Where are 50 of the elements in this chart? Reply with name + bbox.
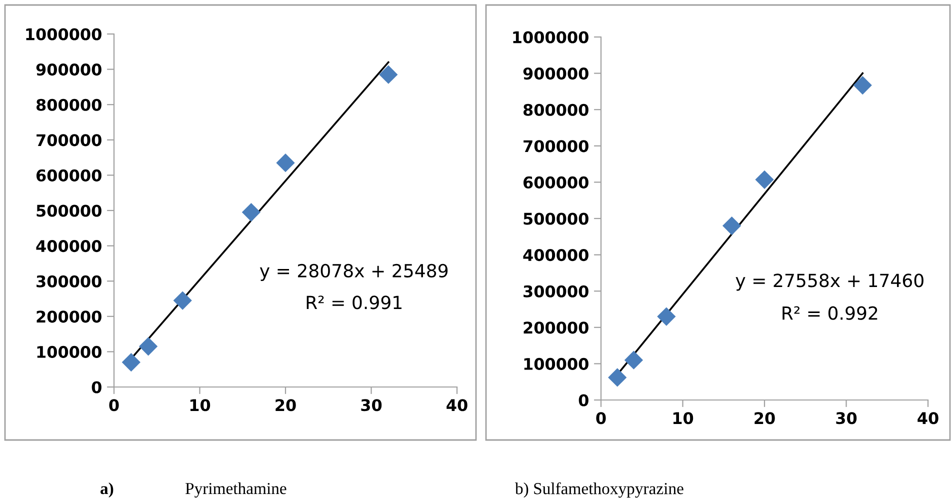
y-tick-label: 900000 — [36, 64, 102, 76]
x-tick-label: 10 — [190, 399, 210, 412]
point — [624, 350, 644, 370]
x-tick-label: 10 — [673, 412, 694, 424]
x-tick-label: 40 — [446, 399, 468, 412]
y-tick-label: 600000 — [36, 169, 102, 182]
y-tick-label: 800000 — [36, 98, 102, 111]
text: a) — [100, 482, 114, 498]
x-tick-label: 40 — [918, 412, 938, 424]
y-tick-label: 100000 — [524, 358, 588, 370]
y-tick-label: 500000 — [524, 212, 588, 225]
point — [722, 216, 742, 236]
point — [853, 76, 872, 95]
y-tick-label: 0 — [92, 381, 102, 394]
x-tick-label: 20 — [754, 412, 775, 424]
y-tick-label: 700000 — [36, 134, 102, 146]
y-tick-label: 500000 — [36, 204, 102, 217]
point — [173, 291, 192, 310]
annotation: R² = 0.991 — [306, 296, 402, 310]
annotation: R² = 0.992 — [782, 306, 878, 320]
y-tick-label: 400000 — [523, 249, 588, 262]
point — [122, 352, 140, 372]
point — [242, 202, 261, 222]
point — [379, 65, 398, 84]
point — [657, 307, 676, 326]
y-tick-label: 100000 — [37, 346, 102, 358]
point — [755, 170, 774, 189]
text: b) Sulfamethoxypyrazine — [515, 482, 684, 498]
point — [608, 368, 627, 387]
y-tick-label: 300000 — [524, 285, 588, 298]
point — [276, 154, 295, 172]
y-tick-label: 700000 — [524, 140, 588, 152]
y-tick-label: 1000000 — [26, 28, 102, 40]
x-tick-label: 0 — [109, 399, 119, 412]
x-tick-label: 0 — [596, 412, 606, 424]
point — [138, 337, 158, 356]
y-tick-label: 200000 — [524, 322, 588, 334]
x-tick-label: 30 — [836, 412, 857, 424]
x-tick-label: 30 — [361, 399, 382, 412]
y-tick-label: 600000 — [524, 176, 588, 188]
y-tick-label: 200000 — [36, 310, 102, 323]
y-tick-label: 900000 — [523, 68, 588, 80]
y-tick-label: 400000 — [36, 240, 102, 252]
text: Pyrimethamine — [185, 482, 286, 498]
y-tick-label: 1000000 — [513, 31, 588, 44]
annotation: y = 28078x + 25489 — [260, 264, 448, 282]
y-tick-label: 800000 — [523, 104, 588, 116]
y-tick-label: 300000 — [36, 275, 102, 288]
annotation: y = 27558x + 17460 — [736, 274, 924, 291]
x-tick-label: 20 — [276, 399, 296, 412]
